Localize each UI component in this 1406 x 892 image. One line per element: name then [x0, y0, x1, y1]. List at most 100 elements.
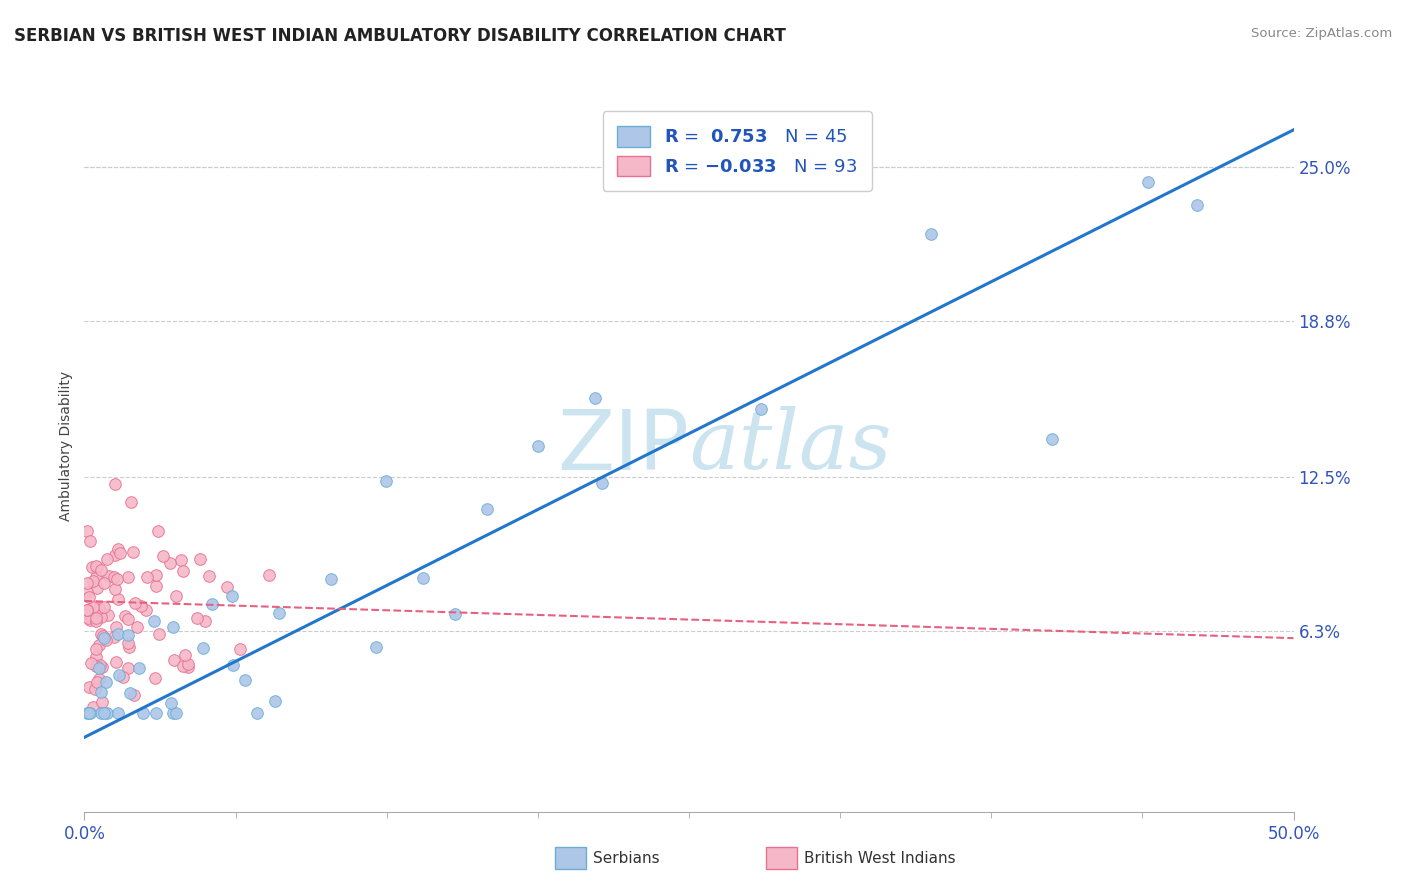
- Point: [76, 603, 98, 617]
- Point: [186, 611, 208, 625]
- Point: [76, 584, 98, 599]
- Point: [76, 576, 98, 591]
- Point: [583, 391, 606, 405]
- Point: [221, 589, 243, 603]
- Point: [97, 569, 120, 583]
- Point: [86, 582, 108, 596]
- Point: [93, 706, 115, 720]
- Point: [257, 568, 280, 582]
- Point: [145, 706, 167, 720]
- Text: Serbians: Serbians: [593, 851, 659, 865]
- Point: [1137, 175, 1160, 189]
- Point: [591, 476, 613, 491]
- Point: [124, 596, 146, 610]
- Point: [122, 688, 145, 702]
- Point: [86, 675, 108, 690]
- Point: [82, 700, 104, 714]
- Point: [122, 545, 145, 559]
- Point: [108, 545, 131, 559]
- Point: [104, 549, 127, 563]
- Point: [172, 565, 194, 579]
- Point: [76, 603, 98, 617]
- Point: [93, 575, 115, 590]
- Point: [264, 693, 287, 707]
- Point: [165, 589, 187, 603]
- Point: [162, 620, 184, 634]
- Point: [526, 439, 548, 453]
- Point: [96, 706, 118, 720]
- Point: [267, 606, 290, 620]
- Point: [84, 570, 107, 584]
- Point: [217, 580, 239, 594]
- Point: [107, 592, 129, 607]
- Point: [129, 599, 152, 614]
- Point: [76, 603, 98, 617]
- Point: [148, 627, 170, 641]
- Point: [90, 610, 112, 624]
- Point: [172, 659, 194, 673]
- Text: ZIP: ZIP: [557, 406, 689, 486]
- Point: [82, 600, 104, 615]
- Point: [132, 706, 155, 720]
- Point: [118, 640, 141, 655]
- Point: [90, 627, 112, 641]
- Point: [444, 607, 467, 621]
- Point: [145, 568, 167, 582]
- Point: [91, 695, 114, 709]
- Point: [97, 607, 120, 622]
- Point: [77, 706, 100, 720]
- Point: [107, 626, 129, 640]
- Point: [87, 661, 110, 675]
- Legend: $\mathbf{R}$ =  $\mathbf{0.753}$   N = 45, $\mathbf{R}$ = $\mathbf{-0.033}$   N : $\mathbf{R}$ = $\mathbf{0.753}$ N = 45, …: [603, 112, 872, 191]
- Point: [375, 474, 398, 488]
- Point: [117, 628, 139, 642]
- Point: [103, 569, 125, 583]
- Point: [170, 553, 193, 567]
- Point: [135, 569, 157, 583]
- Point: [152, 549, 174, 564]
- Point: [104, 656, 127, 670]
- Point: [89, 673, 111, 687]
- Point: [79, 680, 101, 694]
- Point: [105, 620, 128, 634]
- Point: [82, 574, 104, 588]
- Point: [90, 706, 112, 720]
- Point: [163, 653, 186, 667]
- Point: [80, 609, 103, 624]
- Point: [193, 614, 215, 628]
- Point: [91, 660, 114, 674]
- Point: [107, 541, 129, 556]
- Point: [751, 402, 773, 417]
- Point: [96, 552, 118, 566]
- Point: [143, 614, 166, 628]
- Point: [79, 613, 101, 627]
- Point: [177, 657, 200, 671]
- Point: [79, 706, 101, 720]
- Point: [127, 620, 149, 634]
- Point: [117, 661, 139, 675]
- Point: [198, 569, 221, 583]
- Point: [84, 614, 107, 628]
- Point: [91, 629, 114, 643]
- Point: [94, 632, 117, 647]
- Point: [117, 612, 139, 626]
- Point: [90, 685, 112, 699]
- Text: SERBIAN VS BRITISH WEST INDIAN AMBULATORY DISABILITY CORRELATION CHART: SERBIAN VS BRITISH WEST INDIAN AMBULATOR…: [14, 27, 786, 45]
- Point: [76, 706, 98, 720]
- Point: [84, 559, 107, 574]
- Point: [1040, 432, 1063, 446]
- Point: [104, 477, 127, 491]
- Point: [412, 571, 434, 585]
- Point: [86, 560, 108, 574]
- Point: [128, 661, 150, 675]
- Point: [77, 611, 100, 625]
- Point: [222, 657, 245, 672]
- Point: [86, 659, 108, 673]
- Point: [475, 501, 498, 516]
- Point: [319, 572, 342, 586]
- Point: [1185, 198, 1208, 212]
- Point: [93, 599, 115, 614]
- Point: [103, 630, 125, 644]
- Point: [108, 668, 131, 682]
- Y-axis label: Ambulatory Disability: Ambulatory Disability: [59, 371, 73, 521]
